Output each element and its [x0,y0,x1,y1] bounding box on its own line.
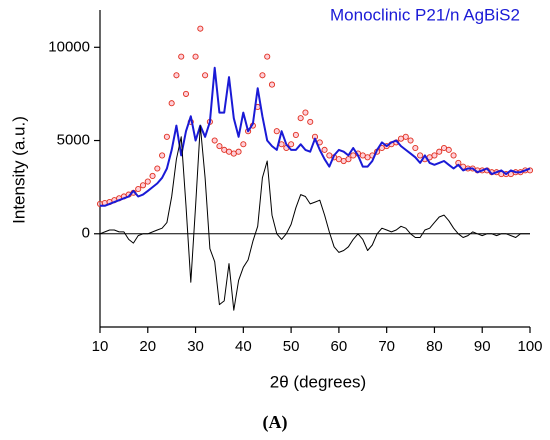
x-axis-label: 2θ (degrees) [270,372,366,391]
observed-point [450,152,457,159]
observed-point [149,172,156,180]
observed-point [202,72,209,79]
observed-point [154,165,161,172]
x-tick-label: 80 [426,338,443,355]
x-tick-label: 20 [139,338,156,355]
y-axis-label: Intensity (a.u.) [9,116,28,224]
observed-point [216,143,223,150]
observed-point [173,72,180,79]
observed-point [431,152,438,159]
observed-point [288,141,295,148]
x-tick-label: 60 [331,338,348,355]
observed-point [178,53,185,60]
x-tick-label: 100 [517,338,542,355]
x-tick-label: 10 [92,338,109,355]
observed-point [445,146,452,153]
observed-point [135,185,142,193]
chart-title: Monoclinic P21/n AgBiS2 [330,5,520,24]
y-tick-label: 5000 [57,131,90,148]
observed-point [321,146,328,153]
observed-point [182,90,190,97]
x-tick-label: 50 [283,338,300,355]
observed-point [240,141,247,148]
observed-point [144,178,151,185]
x-tick-label: 70 [378,338,395,355]
x-tick-label: 40 [235,338,252,355]
series-line [100,66,531,207]
observed-point [268,81,276,88]
observed-point [168,100,175,107]
observed-point [345,156,352,163]
series-line [99,125,530,311]
observed-point [412,144,419,152]
observed-point [163,133,170,140]
observed-point [273,128,280,135]
observed-point [211,137,218,144]
observed-point [302,109,309,116]
observed-point [307,118,314,125]
observed-point [264,53,271,60]
observed-point [192,53,199,60]
observed-point [235,148,242,155]
x-tick-label: 90 [474,338,491,355]
x-tick-label: 30 [187,338,204,355]
observed-point [417,152,424,159]
y-tick-label: 0 [82,225,90,242]
observed-point [159,152,166,159]
observed-point [402,133,409,140]
observed-point [197,25,204,32]
observed-point [259,72,266,79]
observed-point [292,131,299,138]
observed-point [297,115,304,122]
observed-point [436,148,443,155]
caption: (A) [263,412,288,433]
observed-point [407,137,414,144]
observed-point [139,182,147,189]
y-tick-label: 10000 [48,38,90,55]
